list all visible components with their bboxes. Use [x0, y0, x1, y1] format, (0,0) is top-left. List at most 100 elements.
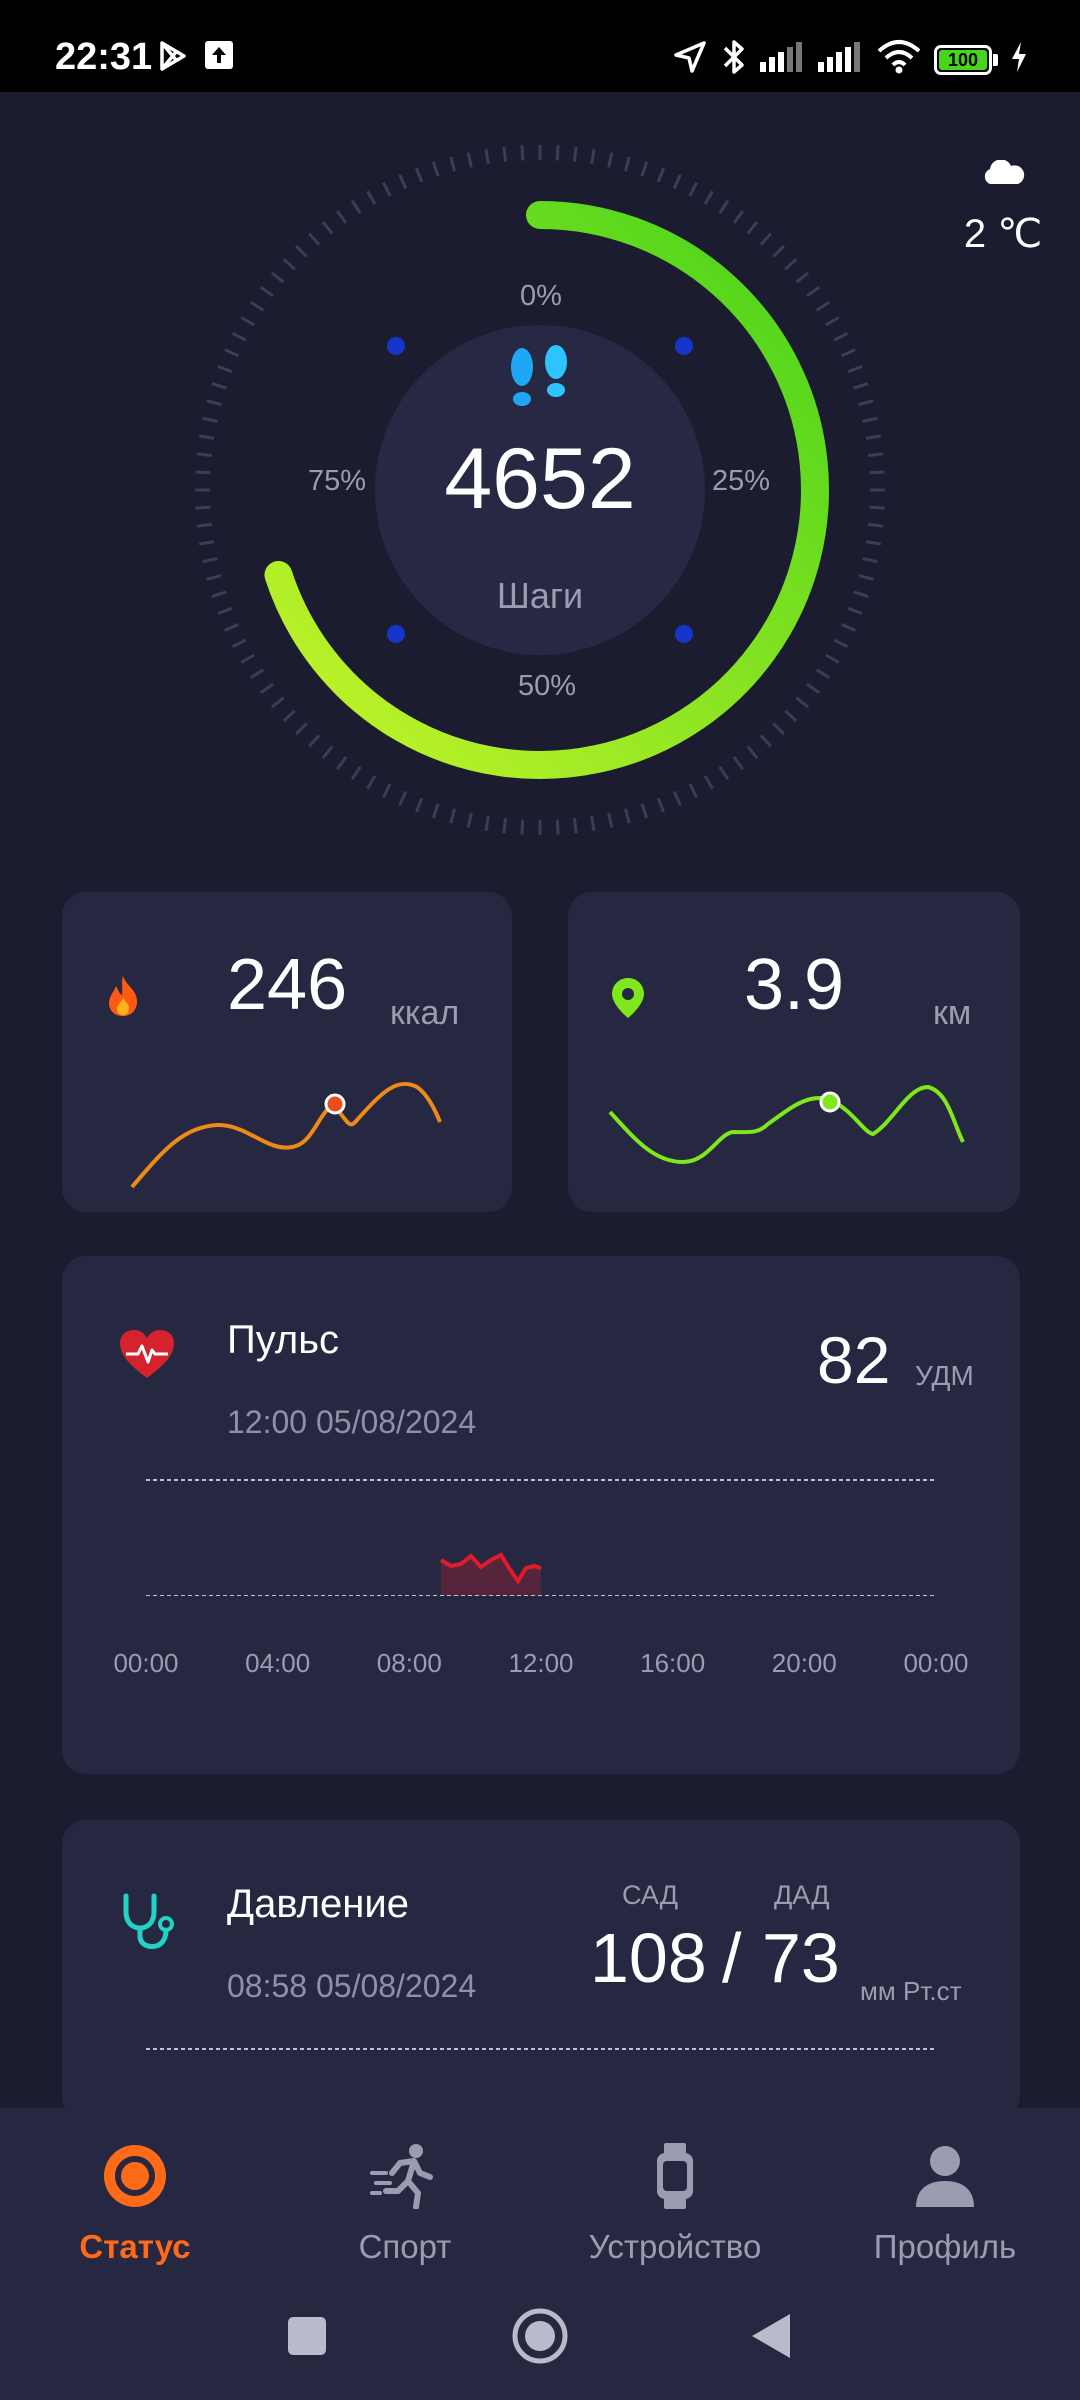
- gauge-tick: [703, 190, 714, 205]
- gauge-tick: [195, 470, 211, 475]
- stethoscope-icon: [118, 1892, 178, 1957]
- weather-widget[interactable]: 2 ℃: [948, 159, 1058, 257]
- nav-device-label: Устройство: [588, 2228, 762, 2265]
- gauge-tick: [868, 452, 884, 457]
- gauge-tick: [196, 452, 212, 457]
- gauge-tick: [672, 790, 682, 806]
- calories-card[interactable]: 246 ккал: [62, 892, 512, 1212]
- gauge-center: [375, 325, 705, 655]
- pressure-separator: /: [722, 1919, 742, 1997]
- gauge-tick: [502, 818, 507, 834]
- gauge-tick: [746, 220, 759, 235]
- running-icon: [270, 2138, 540, 2214]
- pulse-unit: УДМ: [915, 1360, 974, 1391]
- gauge-tick: [869, 505, 885, 510]
- fire-icon: [104, 974, 142, 1023]
- gauge-tick: [865, 540, 881, 546]
- pulse-chart: [146, 1479, 936, 1596]
- distance-sparkline: [608, 1084, 965, 1165]
- upload-icon: [204, 40, 234, 77]
- nav-device[interactable]: Устройство: [540, 2138, 810, 2266]
- diastolic-label: ДАД: [774, 1880, 830, 1910]
- gauge-tick: [858, 573, 874, 581]
- gauge-tick: [366, 190, 377, 205]
- gauge-tick: [196, 523, 212, 528]
- gauge-tick: [211, 381, 227, 390]
- steps-label: Шаги: [496, 575, 584, 616]
- gauge-tick: [308, 734, 321, 748]
- gauge-tick: [825, 316, 840, 327]
- nav-profile[interactable]: Профиль: [810, 2138, 1080, 2266]
- status-bar: 22:31 100: [0, 0, 1080, 92]
- gauge-tick: [732, 210, 744, 224]
- gauge-tick: [746, 745, 759, 760]
- calories-value: 246: [227, 945, 348, 1025]
- system-navigation-bar: [0, 2300, 1080, 2370]
- gauge-tick: [431, 161, 440, 177]
- calories-sparkline: [130, 1081, 442, 1189]
- back-triangle-icon[interactable]: [750, 2312, 792, 2365]
- pulse-x-tick: 16:00: [640, 1648, 706, 1678]
- gauge-tick: [249, 300, 265, 312]
- gauge-tick: [815, 668, 831, 680]
- pulse-x-tick: 00:00: [113, 1648, 179, 1678]
- battery-level: 100: [939, 49, 987, 70]
- steps-gauge[interactable]: 0% 25% 50% 75% 4652 Шаги: [190, 140, 890, 840]
- gauge-tick: [656, 797, 666, 813]
- pulse-x-tick: 08:00: [376, 1648, 442, 1678]
- gauge-pct-left: 75%: [308, 465, 367, 497]
- gauge-tick: [231, 638, 247, 648]
- gauge-tick: [217, 364, 233, 374]
- gauge-tick: [249, 668, 265, 680]
- recents-square-icon[interactable]: [287, 2316, 327, 2361]
- pressure-title: Давление: [227, 1882, 409, 1926]
- systolic-label: САД: [622, 1880, 679, 1910]
- gauge-tick: [656, 167, 666, 183]
- gauge-tick: [260, 682, 274, 694]
- gauge-tick: [240, 316, 255, 327]
- gauge-tick: [825, 653, 840, 664]
- gauge-tick: [607, 152, 614, 168]
- status-time: 22:31: [55, 36, 153, 78]
- gauge-tick: [336, 756, 348, 770]
- pressure-chart-line: [146, 2048, 936, 2050]
- bottom-navigation: Статус Спорт Устройство Профиль: [0, 2108, 1080, 2400]
- gauge-tick: [211, 590, 227, 599]
- nav-sport-label: Спорт: [358, 2228, 452, 2265]
- bluetooth-icon: [720, 38, 748, 81]
- gauge-tick: [573, 146, 578, 162]
- pulse-card[interactable]: Пульс 12:00 05/08/2024 82 УДМ 00:00 04:00…: [62, 1256, 1020, 1774]
- gauge-pct-top: 0%: [520, 280, 562, 312]
- gauge-tick: [607, 812, 614, 828]
- gauge-tick: [703, 775, 714, 790]
- gauge-tick: [414, 167, 424, 183]
- nav-sport[interactable]: Спорт: [270, 2138, 540, 2266]
- nav-status[interactable]: Статус: [0, 2138, 270, 2266]
- gauge-tick: [688, 783, 698, 799]
- gauge-tick: [206, 399, 222, 407]
- gauge-tick: [270, 696, 285, 709]
- gauge-dot: [387, 337, 405, 355]
- distance-card[interactable]: 3.9 км: [568, 892, 1020, 1212]
- pressure-unit: мм Рт.ст: [860, 1976, 962, 2006]
- distance-value: 3.9: [744, 945, 845, 1025]
- cloud-icon: [980, 159, 1026, 190]
- gauge-tick: [240, 653, 255, 664]
- gauge-tick: [398, 790, 408, 806]
- gauge-tick: [853, 381, 869, 390]
- gauge-tick: [336, 210, 348, 224]
- gauge-tick: [795, 696, 810, 709]
- gauge-tick: [502, 146, 507, 162]
- pressure-card[interactable]: Давление 08:58 05/08/2024 САД ДАД 108 / …: [62, 1820, 1020, 2120]
- gauge-tick: [858, 399, 874, 407]
- gauge-tick: [862, 416, 878, 423]
- gauge-tick: [640, 161, 649, 177]
- gauge-tick: [224, 622, 240, 632]
- gauge-tick: [224, 348, 240, 358]
- gauge-tick: [555, 145, 560, 161]
- gauge-tick: [321, 745, 334, 760]
- steps-progress-arc: [264, 201, 829, 779]
- home-circle-icon[interactable]: [512, 2308, 568, 2369]
- gauge-tick: [466, 812, 473, 828]
- gauge-dot: [387, 625, 405, 643]
